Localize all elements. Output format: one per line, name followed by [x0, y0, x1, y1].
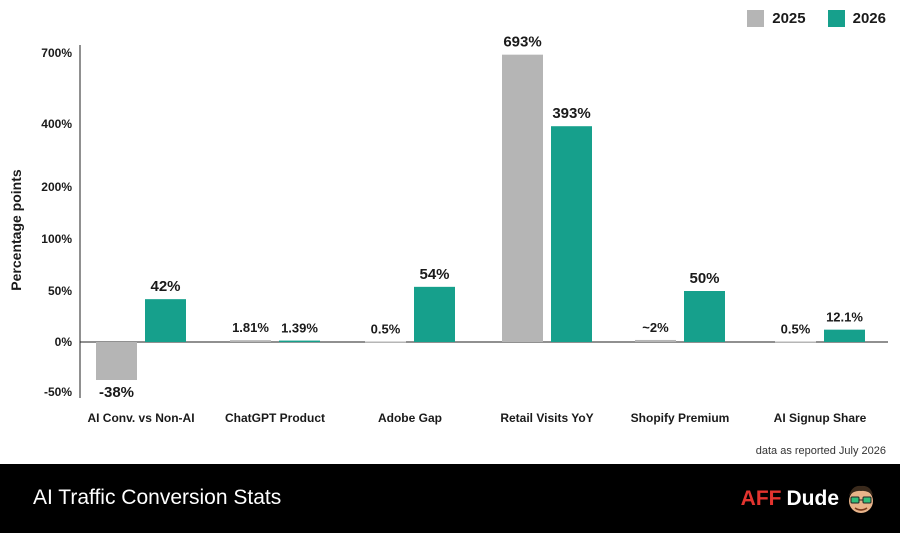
x-tick-label: AI Signup Share	[774, 411, 867, 425]
legend-swatch-2025	[747, 10, 765, 27]
bar-chart: 700% 400% 200% 100% 50% 0% -50% Percentage poin…	[8, 34, 888, 425]
data-label: 0.5%	[781, 321, 811, 336]
data-label: -38%	[99, 384, 134, 401]
bar-2025-5	[775, 341, 816, 343]
data-label: 693%	[503, 34, 541, 51]
legend-label-2025: 2025	[772, 10, 806, 27]
y-tick-label: 0%	[55, 335, 73, 349]
y-tick-label: 100%	[41, 232, 72, 246]
bar-2026-4	[684, 291, 725, 342]
data-label: 0.5%	[371, 321, 401, 336]
legend-swatch-2026	[827, 10, 845, 27]
x-tick-label: Adobe Gap	[378, 411, 442, 425]
data-label: 54%	[419, 266, 449, 283]
chart-legend: 2025 2026	[747, 10, 886, 27]
data-label: 1.81%	[232, 320, 269, 335]
brand-dude-text: Dude	[786, 487, 840, 510]
x-tick-label: AI Conv. vs Non-AI	[87, 411, 194, 425]
legend-item-2026: 2026	[827, 10, 886, 27]
data-label: 12.1%	[826, 310, 863, 325]
y-tick-label: 400%	[41, 117, 72, 131]
x-tick-label: Retail Visits YoY	[500, 411, 593, 425]
footer-title: AI Traffic Conversion Stats	[33, 486, 282, 509]
bar-2025-1	[230, 340, 271, 342]
y-tick-label: 50%	[48, 284, 72, 298]
bar-2026-1	[279, 340, 320, 343]
y-tick-label: 200%	[41, 180, 72, 194]
bar-2025-2	[365, 341, 406, 343]
legend-label-2026: 2026	[852, 10, 886, 27]
y-tick-label: 700%	[41, 46, 72, 60]
data-label: 1.39%	[281, 321, 318, 336]
data-label: ~2%	[642, 320, 669, 335]
bar-2026-5	[824, 329, 865, 342]
bar-2026-2	[414, 286, 455, 342]
dude-mascot-icon	[849, 485, 873, 513]
x-tick-label: ChatGPT Product	[225, 411, 325, 425]
bar-2025-0	[96, 342, 137, 380]
bar-2025-4	[635, 339, 676, 342]
bar-2025-3	[502, 54, 543, 342]
y-tick-label: -50%	[44, 385, 72, 399]
data-label: 42%	[150, 278, 180, 295]
x-tick-label: Shopify Premium	[631, 411, 730, 425]
source-note: data as reported July 2026	[755, 445, 886, 457]
brand-aff-text: AFF	[740, 487, 782, 510]
data-label: 50%	[689, 270, 719, 287]
footer-bar: AI Traffic Conversion Stats AFF Dude	[0, 464, 900, 533]
y-axis-title: Percentage points	[8, 169, 24, 291]
data-label: 393%	[552, 105, 590, 122]
bar-2026-3	[551, 126, 592, 342]
legend-item-2025: 2025	[747, 10, 806, 27]
bar-2026-0	[145, 299, 186, 342]
brand-logo: AFF Dude	[741, 482, 878, 516]
